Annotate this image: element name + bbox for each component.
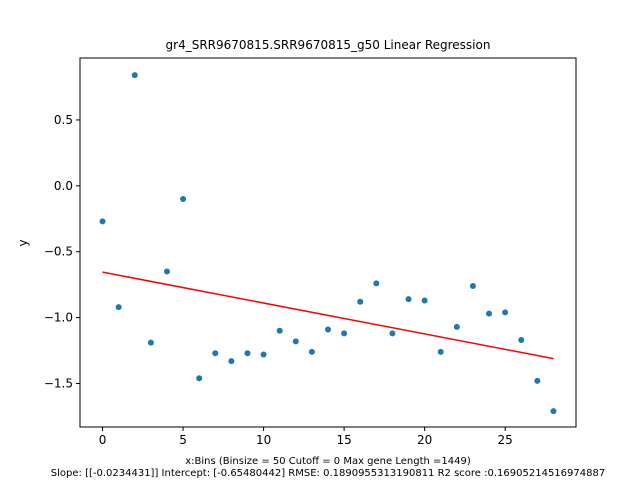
data-point xyxy=(147,339,154,346)
data-point xyxy=(405,296,412,303)
x-tick-label: 15 xyxy=(336,433,351,447)
chart-title: gr4_SRR9670815.SRR9670815_g50 Linear Reg… xyxy=(166,38,491,52)
x-tick-label: 20 xyxy=(417,433,432,447)
data-point xyxy=(453,323,460,330)
data-point xyxy=(99,218,106,225)
data-point xyxy=(196,375,203,382)
data-point xyxy=(534,377,541,384)
data-point xyxy=(373,280,380,287)
data-point xyxy=(308,348,315,355)
data-point xyxy=(550,408,557,415)
data-point xyxy=(115,304,122,311)
data-point xyxy=(131,72,138,79)
plot-frame xyxy=(79,57,577,428)
data-point xyxy=(389,330,396,337)
data-point xyxy=(502,309,509,316)
y-tick-label: −1.5 xyxy=(44,377,73,391)
data-point xyxy=(163,268,170,275)
y-tick-label: −1.0 xyxy=(44,311,73,325)
data-point xyxy=(180,196,187,203)
data-point xyxy=(357,298,364,305)
scatter-points xyxy=(99,72,557,415)
data-point xyxy=(469,282,476,289)
data-point xyxy=(212,350,219,357)
data-point xyxy=(437,348,444,355)
x-tick-label: 5 xyxy=(179,433,187,447)
data-point xyxy=(341,330,348,337)
data-point xyxy=(292,338,299,345)
y-tick-label: 0.5 xyxy=(54,113,73,127)
x-tick-label: 25 xyxy=(498,433,513,447)
y-axis-label: y xyxy=(16,239,30,246)
data-point xyxy=(260,351,267,358)
x-axis: 0 5 10 15 20 25 xyxy=(99,427,513,447)
x-tick-label: 10 xyxy=(256,433,271,447)
x-axis-label: x:Bins (Binsize = 50 Cutoff = 0 Max gene… xyxy=(185,456,471,467)
y-axis: 0.5 0.0 −0.5 −1.0 −1.5 xyxy=(44,113,80,391)
x-tick-label: 0 xyxy=(99,433,107,447)
data-point xyxy=(325,326,331,333)
y-tick-label: 0.0 xyxy=(54,179,73,193)
regression-stats: Slope: [[-0.0234431]] Intercept: [-0.654… xyxy=(51,468,605,479)
data-point xyxy=(276,327,283,334)
data-point xyxy=(244,350,251,357)
data-point xyxy=(228,358,235,365)
data-point xyxy=(486,310,493,317)
regression-line xyxy=(102,271,554,360)
y-tick-label: −0.5 xyxy=(44,245,73,259)
data-point xyxy=(518,337,525,344)
data-point xyxy=(421,297,428,304)
